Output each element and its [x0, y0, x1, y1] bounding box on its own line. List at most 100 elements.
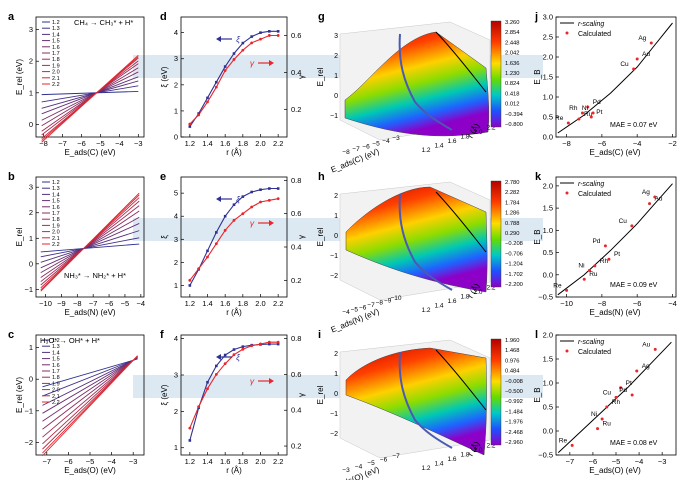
panel-f-ytick-right-label-2: 0.6 [291, 370, 301, 379]
panel-a-xtick-label-5: −3 [134, 139, 143, 148]
panel-k-xtick-label-2: −6 [633, 299, 642, 308]
panel-f-xtick-label-5: 2.2 [273, 457, 283, 466]
panel-k-point-label-Cu: Cu [619, 218, 628, 225]
panel-i-colorbar-label-2: 0.976 [505, 358, 520, 364]
panel-l-point-label-Re: Re [559, 437, 568, 444]
panel-f-gamma-point [197, 405, 201, 409]
panel-f-xi-point [241, 345, 245, 348]
panel-g-rtick-label-5: 2.2 [486, 125, 495, 132]
panel-i-colorbar-label-8: −1.976 [505, 420, 523, 426]
panel-j-scaling-curve [557, 22, 673, 134]
panel-a-legend-label-3: 1.5 [52, 39, 60, 45]
panel-a-line-1.3 [41, 85, 139, 103]
panel-l-legend-point-label: Calculated [578, 349, 611, 356]
panel-a-legend-label-5: 1.7 [52, 51, 60, 57]
panel-f-gamma-point [250, 344, 254, 348]
panel-label-e: e [160, 171, 166, 183]
panel-h-colorbar-label-4: 0.788 [505, 221, 520, 227]
panel-i-ztick-label-2: 0 [334, 391, 338, 398]
panel-f-xi-point [232, 348, 236, 351]
panel-f-ytick-label-3: 4 [174, 334, 178, 343]
panel-b-line-2.2 [40, 192, 140, 292]
panel-g-rtick-label-1: 1.4 [434, 143, 443, 150]
panel-c-xtick-label-4: −3 [129, 457, 138, 466]
panel-j-point-Rh [580, 111, 584, 115]
panel-j-ytick-label-3: 1.5 [543, 73, 553, 82]
panel-c-legend-label-7: 1.9 [52, 381, 60, 387]
panel-f-ytick-right-label-1: 0.4 [291, 406, 301, 415]
panel-f-gamma-point [276, 340, 280, 344]
panel-b-xtick-label-4: −6 [105, 299, 114, 308]
panel-e-xi-point [188, 284, 192, 287]
panel-d-gamma-point [267, 34, 271, 37]
panel-a-title: CH₄ → CH₃* + H* [74, 18, 133, 27]
panel-b-axes-frame [35, 176, 145, 298]
panel-d-xi-point [268, 30, 271, 33]
panel-e-xi-point [215, 231, 218, 234]
panel-c-ytick-label-1: −1 [24, 406, 33, 415]
panel-k-point-label-Re: Re [553, 282, 562, 289]
panel-k-point-Rh [593, 264, 597, 268]
panel-e-ytick-label-2: 3 [174, 235, 178, 244]
panel-c-ytick-label-0: −2 [24, 438, 33, 447]
panel-f-xi-point [276, 342, 280, 346]
panel-e-xi-arrowhead [216, 196, 221, 202]
panel-b-title: NH₃* → NH₂* + H* [64, 271, 126, 280]
panel-a-xtick-label-4: −4 [115, 139, 124, 148]
panel-h-surface [345, 186, 488, 293]
panel-k-scaling-curve [557, 183, 673, 296]
panel-k-ytick-label-2: 0.5 [543, 248, 553, 257]
panel-g-xtick-label-2: −6 [362, 143, 370, 150]
panel-label-b: b [8, 171, 15, 183]
panel-l-point-Ru [596, 427, 600, 431]
panel-e-ytick-label-0: 1 [174, 281, 178, 290]
panel-c-line-1.5 [42, 357, 138, 414]
panel-d-xlabel: r (Å) [226, 148, 242, 157]
panel-h-xtick-label-0: −4 [342, 309, 350, 316]
panel-j-ytick-label-6: 3.0 [543, 13, 553, 22]
panel-a-legend-label-10: 2.2 [52, 82, 60, 88]
panel-h-colorbar-label-8: −1.204 [505, 262, 524, 268]
panel-d-ytick-right-label-2: 0.6 [291, 31, 301, 40]
panel-e-xtick-label-3: 1.8 [238, 299, 248, 308]
panel-l-point-Pt [619, 386, 623, 390]
panel-a-line-1.6 [41, 71, 139, 121]
panel-j-point-Au [635, 57, 639, 61]
panel-c-ylabel: E_rel (eV) [15, 377, 24, 413]
panel-b-legend-label-1: 1.3 [52, 186, 60, 192]
panel-e-xtick-label-4: 2.0 [255, 299, 265, 308]
panel-i-colorbar-label-10: −2.960 [505, 440, 523, 446]
panel-a-line-1.2 [41, 90, 139, 96]
panel-i-ztick-label-3: −1 [330, 411, 338, 418]
panel-l-ylabel: E_B [533, 387, 542, 402]
panel-e-xi-point [268, 187, 271, 190]
panel-b-legend-label-5: 1.7 [52, 211, 60, 217]
panel-k-ytick-label-3: 1.0 [543, 226, 553, 235]
panel-d-gamma-point [197, 113, 201, 117]
panel-d-xtick-label-3: 1.8 [238, 139, 248, 148]
panel-l-ytick-label-3: 1.0 [543, 379, 553, 388]
panel-b-ylabel: E_rel [15, 227, 24, 246]
panel-j-xtick-label-0: −8 [562, 139, 571, 148]
panel-l-point-label-Au: Au [642, 341, 650, 348]
panel-e-ytick-right-label-3: 0.8 [291, 176, 301, 185]
panel-a-ylabel: E_rel (eV) [15, 59, 24, 95]
panel-h-colorbar [490, 180, 502, 288]
panel-j-ytick-label-4: 2.0 [543, 53, 553, 62]
panel-e-gamma-point [232, 218, 236, 222]
panel-b-line-1.4 [40, 230, 140, 263]
panel-d-ytick-right-label-1: 0.4 [291, 68, 301, 77]
panel-b-legend-label-6: 1.8 [52, 217, 60, 223]
panel-c-line-2.2 [42, 355, 138, 457]
panel-k-legend-point [565, 191, 569, 195]
panel-f-ylabel-left: ξ (eV) [160, 384, 169, 405]
panel-h-xtick-label-5: −9 [384, 297, 392, 304]
panel-c-line-1.3 [42, 358, 138, 397]
panel-i-colorbar-label-5: −0.500 [505, 389, 523, 395]
panel-f-ytick-label-0: 1 [174, 443, 178, 452]
panel-l-xtick-label-0: −7 [566, 457, 575, 466]
panel-j-legend-point-label: Calculated [578, 31, 611, 38]
panel-g-edge-line [435, 31, 487, 93]
panel-b-legend-label-3: 1.5 [52, 199, 60, 205]
panel-k-ytick-label-1: 0.0 [543, 270, 553, 279]
